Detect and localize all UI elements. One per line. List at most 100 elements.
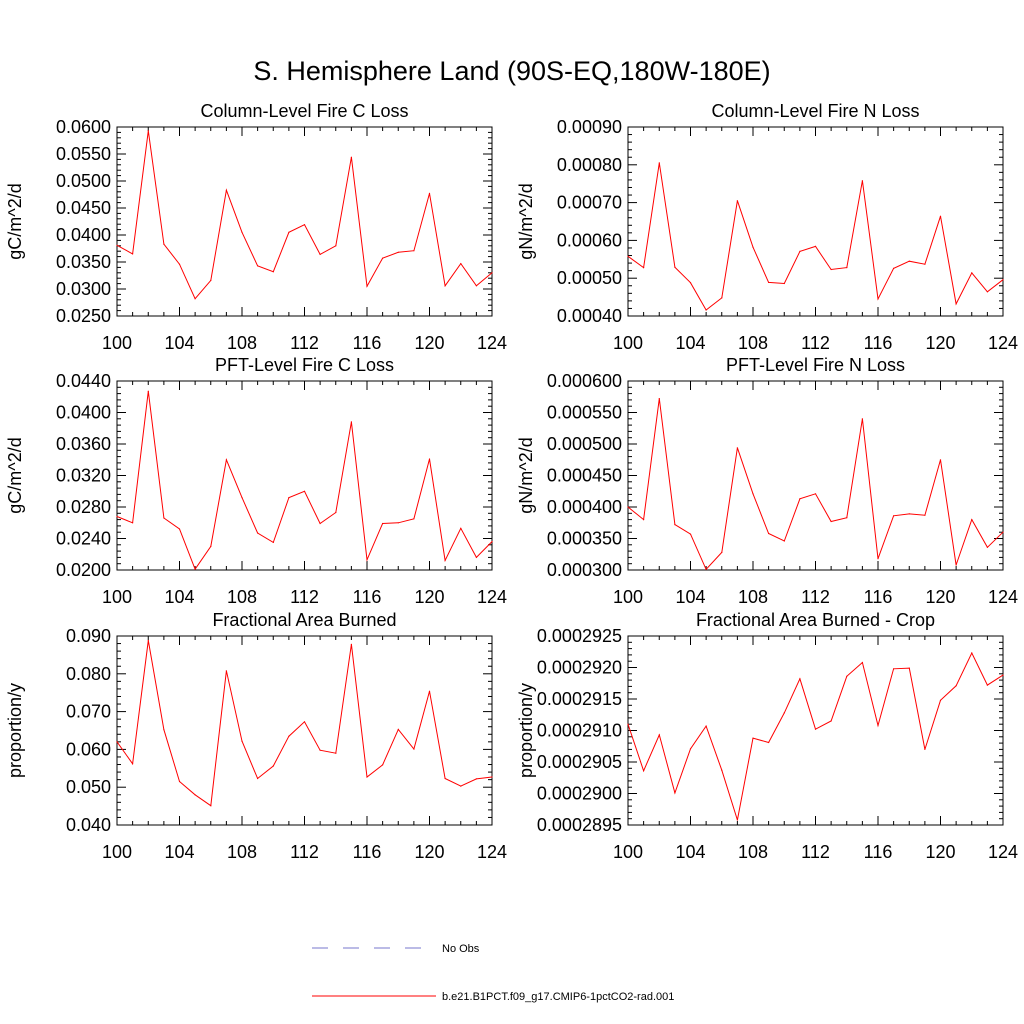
data-point [491, 776, 493, 778]
y-tick-label: 0.000450 [547, 466, 622, 486]
data-point [178, 263, 181, 265]
y-tick-label: 0.000350 [547, 529, 622, 549]
data-point [689, 533, 692, 535]
data-point [288, 231, 290, 233]
data-point [674, 792, 676, 794]
x-tick-label: 116 [864, 333, 893, 353]
x-tick-label: 124 [988, 333, 1018, 353]
data-point [397, 251, 399, 253]
chart-panel-1: Column-Level Fire C Loss gC/m^2/d 100 104 10… [5, 101, 507, 353]
data-point [413, 748, 415, 750]
y-tick-label: 0.0250 [56, 306, 111, 326]
plot-frame [116, 126, 493, 317]
y-tick-label: 0.0400 [56, 403, 111, 423]
legend-label: b.e21.B1PCT.f09_g17.CMIP6-1pctCO2-rad.00… [442, 991, 674, 1003]
data-point [491, 541, 493, 543]
y-tick-label: 0.0300 [56, 279, 111, 299]
data-point [846, 517, 848, 519]
data-point [955, 685, 957, 687]
data-point [460, 785, 462, 787]
data-point [319, 253, 321, 255]
data-point [350, 156, 352, 158]
y-tick-label: 0.070 [66, 702, 111, 722]
data-point [319, 522, 321, 525]
data-point [241, 740, 243, 742]
data-point [908, 513, 910, 515]
x-tick-label: 104 [675, 842, 705, 862]
chart-panel-5: Fractional Area Burned proportion/y 100 104… [5, 610, 507, 862]
x-tick-label: 108 [227, 587, 257, 607]
x-tick-label: 120 [925, 333, 955, 353]
x-tick-label: 124 [477, 842, 507, 862]
data-point [658, 398, 660, 400]
y-tick-label: 0.0002920 [537, 658, 622, 678]
data-point [908, 260, 910, 262]
data-point [939, 215, 942, 217]
y-tick-label: 0.00040 [557, 306, 622, 326]
x-tick-label: 104 [164, 333, 194, 353]
data-point [986, 546, 989, 548]
data-point [475, 285, 477, 287]
data-point [225, 189, 227, 191]
data-point [830, 520, 832, 523]
data-point [861, 661, 864, 664]
data-point [814, 493, 817, 495]
y-axis-label: gC/m^2/d [5, 437, 25, 513]
x-tick-label: 116 [864, 842, 893, 862]
data-point [1002, 279, 1004, 281]
x-tick-label: 112 [801, 333, 830, 353]
data-point [257, 532, 259, 534]
series-line [627, 651, 1004, 821]
data-point [721, 551, 723, 554]
y-tick-label: 0.00060 [557, 230, 622, 250]
x-tick-label: 108 [738, 333, 768, 353]
x-tick-label: 116 [353, 587, 382, 607]
data-point [877, 558, 879, 560]
data-point [163, 729, 165, 731]
x-tick-label: 124 [988, 587, 1018, 607]
y-tick-label: 0.000550 [547, 403, 622, 423]
data-point [658, 734, 660, 736]
plot-frame [627, 380, 1004, 571]
data-point [303, 721, 306, 723]
data-point [397, 522, 399, 524]
plot-frame [116, 380, 493, 571]
data-point [397, 728, 399, 731]
data-point [366, 776, 368, 778]
chart-panel-3: PFT-Level Fire C Loss gC/m^2/d 100 104 108 11… [5, 355, 507, 607]
data-point [861, 180, 864, 182]
data-point [288, 497, 290, 499]
data-point [752, 493, 754, 495]
data-point [132, 522, 134, 524]
data-point [428, 192, 431, 194]
chart-title: PFT-Level Fire C Loss [215, 355, 394, 375]
legend: No Obs b.e21.B1PCT.f09_g17.CMIP6-1pctCO2-… [312, 943, 674, 1003]
x-tick-label: 124 [477, 333, 507, 353]
y-tick-label: 0.00090 [557, 117, 622, 137]
data-point [210, 805, 212, 807]
y-tick-label: 0.080 [66, 664, 111, 684]
data-point [971, 272, 973, 274]
y-tick-label: 0.0400 [56, 225, 111, 245]
data-point [674, 524, 676, 526]
x-tick-label: 120 [414, 333, 444, 353]
data-point [366, 285, 368, 287]
data-point [846, 267, 848, 269]
x-tick-label: 104 [675, 333, 705, 353]
series-line [116, 391, 493, 571]
data-point [986, 291, 989, 293]
x-tick-label: 100 [102, 842, 132, 862]
data-point [272, 541, 274, 544]
y-tick-label: 0.00080 [557, 155, 622, 175]
y-tick-label: 0.00070 [557, 193, 622, 213]
data-point [768, 741, 770, 744]
data-point [194, 568, 196, 570]
panels: Column-Level Fire C Loss gC/m^2/d 100 104 10… [5, 101, 1018, 862]
data-point [627, 723, 629, 725]
data-point [288, 735, 290, 737]
data-point [752, 246, 754, 248]
x-tick-label: 112 [290, 333, 319, 353]
data-point [210, 279, 212, 281]
y-tick-label: 0.0450 [56, 198, 111, 218]
